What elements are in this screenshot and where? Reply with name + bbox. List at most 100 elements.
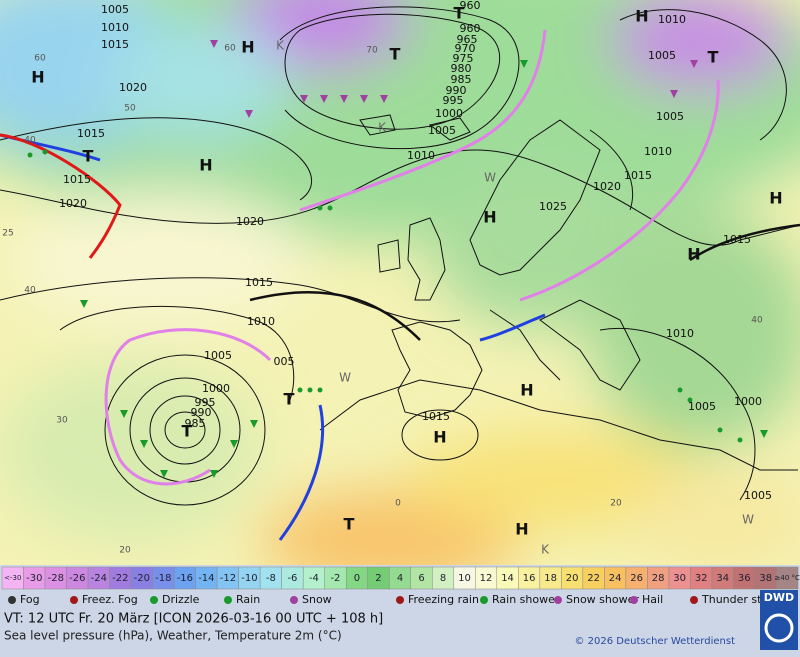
logo-swirl bbox=[764, 613, 794, 643]
temperature-label: 60 bbox=[224, 44, 236, 54]
isobar-label: 1015 bbox=[63, 173, 91, 186]
weather-icon bbox=[554, 596, 562, 604]
isobar-label: 1015 bbox=[723, 233, 751, 246]
scale-label: -26 bbox=[69, 573, 85, 584]
pressure-system: T bbox=[454, 4, 465, 23]
weather-label: Rain bbox=[236, 593, 260, 606]
scale-label: 24 bbox=[609, 573, 622, 584]
isobar-label: 1010 bbox=[247, 315, 275, 328]
pressure-system: K bbox=[541, 543, 550, 557]
weather-label: Snow shower bbox=[566, 593, 639, 606]
temperature-label: 70 bbox=[366, 46, 378, 56]
pressure-system: T bbox=[182, 422, 193, 441]
scale-label: 20 bbox=[566, 573, 579, 584]
scale-label: -4 bbox=[309, 573, 319, 584]
pressure-system: H bbox=[769, 189, 782, 208]
pressure-system: T bbox=[344, 515, 355, 534]
isobar-label: 975 bbox=[453, 52, 474, 65]
scale-label: 38 bbox=[759, 573, 772, 584]
scale-label: ≥40 °C bbox=[775, 574, 800, 582]
scale-label: -18 bbox=[155, 573, 171, 584]
temperature-label: 40 bbox=[751, 316, 763, 326]
scale-label: 14 bbox=[501, 573, 514, 584]
isobar-label: 985 bbox=[451, 73, 472, 86]
weather-icon bbox=[396, 596, 404, 604]
isobar-label: 1005 bbox=[204, 349, 232, 362]
weather-legend: Fog Freez. Fog Drizzle Rain Snow Freezing rai… bbox=[8, 593, 783, 606]
logo: DWD bbox=[764, 591, 794, 604]
isobar-label: 1020 bbox=[236, 215, 264, 228]
isobar-label: 1025 bbox=[539, 200, 567, 213]
scale-label: -2 bbox=[330, 573, 340, 584]
scale-label: -22 bbox=[112, 573, 128, 584]
scale-label: 2 bbox=[375, 573, 381, 584]
pressure-system: H bbox=[199, 156, 212, 175]
pressure-system: H bbox=[433, 428, 446, 447]
isobar-label: 1010 bbox=[658, 13, 686, 26]
scale-label: -14 bbox=[198, 573, 214, 584]
isobar-label: 1005 bbox=[101, 3, 129, 16]
weather-symbols bbox=[27, 60, 768, 478]
pressure-system: H bbox=[483, 208, 496, 227]
isobar-label: 1010 bbox=[407, 149, 435, 162]
isobar-label: 965 bbox=[457, 33, 478, 46]
pressure-system: W bbox=[484, 171, 496, 185]
isobar-label: 1000 bbox=[435, 107, 463, 120]
weather-label: Fog bbox=[20, 593, 40, 606]
temperature-label: 20 bbox=[119, 546, 131, 556]
pressure-system: H bbox=[687, 245, 700, 264]
temperature-label: 40 bbox=[24, 286, 36, 296]
temperature-label: 20 bbox=[610, 499, 622, 509]
isobar-label: 1000 bbox=[734, 395, 762, 408]
weather-label: Snow bbox=[302, 593, 332, 606]
pressure-system: H bbox=[520, 381, 533, 400]
isobar-label: 1020 bbox=[593, 180, 621, 193]
description: Sea level pressure (hPa), Weather, Tempe… bbox=[4, 629, 342, 643]
isobar-label: 1015 bbox=[101, 38, 129, 51]
scale-label: 28 bbox=[652, 573, 665, 584]
fronts bbox=[0, 29, 720, 541]
scale-label: 18 bbox=[544, 573, 557, 584]
temperature-label: 30 bbox=[56, 416, 68, 426]
isobar-label: 1015 bbox=[624, 169, 652, 182]
scale-label: 10 bbox=[458, 573, 471, 584]
scale-label: 0 bbox=[354, 573, 360, 584]
scale-label: 16 bbox=[523, 573, 536, 584]
pressure-system: T bbox=[284, 390, 295, 409]
pressure-system: W bbox=[339, 371, 351, 385]
scale-label: 12 bbox=[480, 573, 493, 584]
weather-label: Hail bbox=[642, 593, 663, 606]
isobar-label: 1005 bbox=[648, 49, 676, 62]
temperature-label: 50 bbox=[124, 104, 136, 114]
weather-icon bbox=[480, 596, 488, 604]
scale-label: 32 bbox=[695, 573, 708, 584]
temperature-scale: <-30 -30 -28 -26 -24 -22 -20 -18 -16 -14 -12 -10 -8-… bbox=[1, 566, 800, 590]
weather-icon bbox=[290, 596, 298, 604]
scale-label: -30 bbox=[26, 573, 42, 584]
isobar-label: 1005 bbox=[428, 124, 456, 137]
weather-label: Freezing rain bbox=[408, 593, 479, 606]
isobar-label: 1020 bbox=[59, 197, 87, 210]
temperature-label: 25 bbox=[2, 229, 13, 239]
weather-icon bbox=[224, 596, 232, 604]
isobar-label: 1000 bbox=[202, 382, 230, 395]
weather-label: Rain shower bbox=[492, 593, 560, 606]
isobar-label: 985 bbox=[185, 417, 206, 430]
scale-label: -28 bbox=[48, 573, 64, 584]
scale-label: <-30 bbox=[4, 574, 21, 582]
isobar-label: 970 bbox=[455, 42, 476, 55]
isobar-label: 1015 bbox=[245, 276, 273, 289]
pressure-system: H bbox=[635, 7, 648, 26]
map: 1005101010151020101510151020102010151010… bbox=[0, 0, 800, 565]
temperature-label: 0 bbox=[395, 499, 401, 509]
weather-label: Drizzle bbox=[162, 593, 200, 606]
scale-cell bbox=[776, 566, 799, 590]
isobar-label: 1010 bbox=[666, 327, 694, 340]
isobar-label: 990 bbox=[446, 84, 467, 97]
isobar-label: 1015 bbox=[77, 127, 105, 140]
temperature-label: 40 bbox=[24, 136, 36, 146]
scale-label: -24 bbox=[91, 573, 107, 584]
isobar-label: 980 bbox=[451, 62, 472, 75]
scale-label: 30 bbox=[673, 573, 686, 584]
